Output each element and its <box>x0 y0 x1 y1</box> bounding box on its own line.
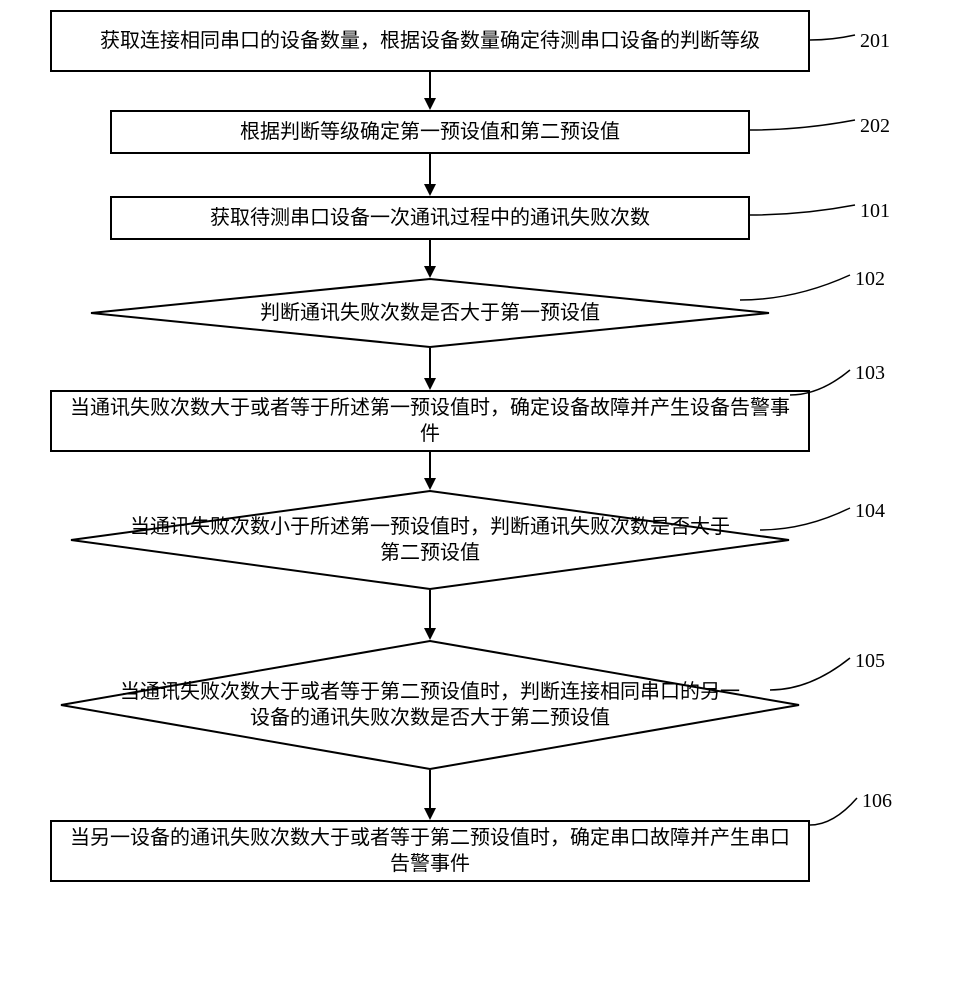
step-number-106: 106 <box>862 790 892 813</box>
step-number-101: 101 <box>860 200 890 223</box>
box-text: 获取待测串口设备一次通讯过程中的通讯失败次数 <box>210 205 650 231</box>
decision-box-n102: 判断通讯失败次数是否大于第一预设值 <box>90 278 770 348</box>
arrow-head-icon <box>424 184 436 196</box>
process-box-n103: 当通讯失败次数大于或者等于所述第一预设值时，确定设备故障并产生设备告警事件 <box>50 390 810 452</box>
arrow-line <box>429 154 431 186</box>
arrow-head-icon <box>424 378 436 390</box>
flowchart-container: 获取连接相同串口的设备数量，根据设备数量确定待测串口设备的判断等级 201 根据判断… <box>0 0 960 1000</box>
arrow-line <box>429 770 431 810</box>
box-text: 获取连接相同串口的设备数量，根据设备数量确定待测串口设备的判断等级 <box>100 28 760 54</box>
process-box-n202: 根据判断等级确定第一预设值和第二预设值 <box>110 110 750 154</box>
box-text: 根据判断等级确定第一预设值和第二预设值 <box>240 119 620 145</box>
arrow-head-icon <box>424 808 436 820</box>
step-number-202: 202 <box>860 115 890 138</box>
step-number-201: 201 <box>860 30 890 53</box>
step-number-102: 102 <box>855 268 885 291</box>
box-text: 当另一设备的通讯失败次数大于或者等于第二预设值时，确定串口故障并产生串口告警事件 <box>64 825 796 877</box>
process-box-n106: 当另一设备的通讯失败次数大于或者等于第二预设值时，确定串口故障并产生串口告警事件 <box>50 820 810 882</box>
decision-box-n105: 当通讯失败次数大于或者等于第二预设值时，判断连接相同串口的另一设备的通讯失败次数… <box>60 640 800 770</box>
box-text: 判断通讯失败次数是否大于第一预设值 <box>260 300 600 326</box>
arrow-line <box>429 240 431 268</box>
step-number-104: 104 <box>855 500 885 523</box>
box-text: 当通讯失败次数小于所述第一预设值时，判断通讯失败次数是否大于第二预设值 <box>130 514 730 566</box>
arrow-head-icon <box>424 266 436 278</box>
box-text: 当通讯失败次数大于或者等于第二预设值时，判断连接相同串口的另一设备的通讯失败次数… <box>120 679 740 731</box>
arrow-line <box>429 452 431 480</box>
arrow-head-icon <box>424 98 436 110</box>
process-box-n101: 获取待测串口设备一次通讯过程中的通讯失败次数 <box>110 196 750 240</box>
step-number-103: 103 <box>855 362 885 385</box>
arrow-line <box>429 590 431 630</box>
arrow-line <box>429 348 431 380</box>
arrow-head-icon <box>424 478 436 490</box>
arrow-head-icon <box>424 628 436 640</box>
box-text: 当通讯失败次数大于或者等于所述第一预设值时，确定设备故障并产生设备告警事件 <box>64 395 796 447</box>
process-box-n201: 获取连接相同串口的设备数量，根据设备数量确定待测串口设备的判断等级 <box>50 10 810 72</box>
decision-box-n104: 当通讯失败次数小于所述第一预设值时，判断通讯失败次数是否大于第二预设值 <box>70 490 790 590</box>
arrow-line <box>429 72 431 100</box>
step-number-105: 105 <box>855 650 885 673</box>
